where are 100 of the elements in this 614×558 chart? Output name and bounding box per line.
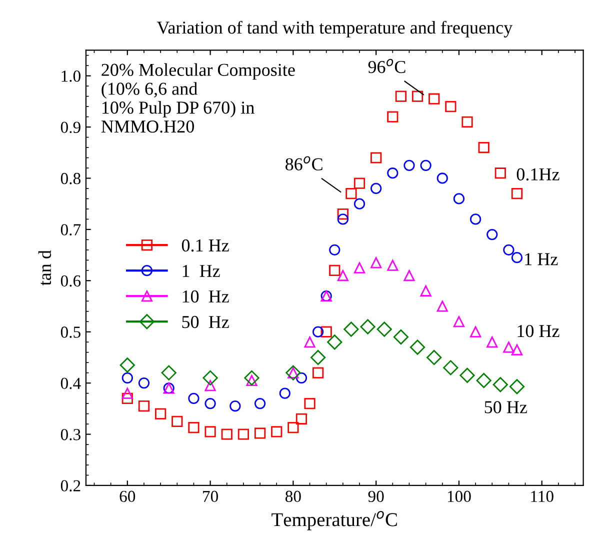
point: [503, 244, 514, 256]
point: [312, 367, 324, 378]
point: [122, 372, 133, 384]
point: [470, 326, 482, 338]
x-tick-label: 100: [448, 490, 471, 502]
point: [304, 398, 316, 410]
point: [453, 193, 465, 204]
x-tick-label: 70: [203, 490, 218, 502]
point: [354, 178, 366, 189]
point: [310, 350, 326, 366]
point: [354, 262, 366, 274]
x-tick-label: 60: [120, 490, 136, 502]
point: [254, 398, 266, 410]
point: [279, 388, 290, 399]
point: [492, 377, 508, 392]
y-tick-label: 0.8: [60, 172, 80, 184]
x-tick-label: 80: [285, 490, 301, 502]
y-tick-label: 0.3: [60, 428, 80, 440]
point: [511, 252, 523, 264]
point: [204, 380, 216, 392]
annotation: 86$^{o}$C: [286, 156, 322, 170]
annotation: 20% Molecular Composite (10% 6,6 and 10% Pulp DP 670) in NMMO.H20: [101, 63, 295, 133]
point: [470, 214, 482, 225]
point: [404, 160, 415, 171]
point: [445, 100, 456, 112]
point: [376, 322, 392, 337]
point: [188, 422, 200, 434]
point: [204, 426, 216, 438]
legend-label: 1 Hz: [182, 264, 220, 277]
point: [122, 388, 133, 399]
point: [120, 358, 135, 373]
point: [312, 326, 324, 338]
point: [230, 400, 241, 412]
point: [370, 257, 382, 268]
point: [387, 111, 398, 122]
point: [337, 270, 348, 282]
annotation: 1 Hz: [525, 253, 558, 266]
x-tick-label: 90: [368, 490, 384, 502]
point: [494, 168, 506, 179]
point: [443, 360, 458, 376]
point: [304, 336, 316, 348]
point: [476, 372, 492, 388]
point: [254, 428, 266, 439]
point: [161, 365, 176, 380]
point: [370, 182, 382, 194]
x-axis-title: Temperature/$^{o}$C: [272, 510, 397, 530]
y-tick-label: 0.4: [60, 378, 81, 390]
point: [426, 350, 442, 366]
point: [478, 142, 490, 154]
point: [387, 260, 398, 271]
point: [486, 336, 498, 348]
point: [436, 172, 448, 184]
chart-title: Variation of tand with temperature and frequency: [156, 20, 513, 38]
point: [503, 342, 514, 353]
point: [354, 198, 366, 210]
point: [393, 329, 409, 345]
point: [329, 264, 340, 276]
point: [329, 244, 340, 256]
annotation: 50 Hz: [484, 401, 527, 414]
point: [387, 168, 398, 179]
y-tick-label: 0.6: [60, 275, 81, 287]
annotation: 10 Hz: [518, 324, 560, 338]
point: [453, 316, 465, 328]
point: [337, 214, 348, 225]
annotation: 96$^{o}$C: [368, 58, 406, 74]
y-tick-label: 0.2: [60, 480, 80, 492]
point: [337, 208, 348, 220]
legend-label: 0.1 Hz: [182, 239, 229, 252]
point: [412, 90, 424, 102]
y-axis-title: tan d: [38, 250, 52, 286]
point: [404, 270, 415, 282]
point: [296, 413, 308, 424]
point: [204, 398, 216, 410]
point: [511, 344, 523, 356]
point: [138, 377, 150, 389]
point: [346, 188, 357, 200]
point: [202, 370, 218, 386]
point: [344, 322, 359, 337]
point: [420, 160, 432, 171]
y-tick-label: 0.5: [60, 326, 80, 338]
point: [462, 116, 473, 128]
point: [395, 90, 406, 102]
legend-label: 50 Hz: [182, 316, 229, 328]
x-tick-label: 110: [531, 490, 554, 502]
point: [509, 379, 525, 394]
point: [320, 326, 332, 338]
y-tick-label: 0.9: [60, 122, 80, 134]
point: [138, 400, 150, 412]
point: [360, 319, 376, 334]
legend-label: 10 Hz: [182, 290, 229, 303]
point: [420, 285, 432, 296]
annotation: 0.1Hz: [516, 168, 560, 181]
point: [511, 188, 523, 200]
point: [370, 152, 382, 164]
point: [238, 428, 250, 440]
point: [288, 422, 299, 434]
y-tick-label: 1.0: [62, 70, 80, 82]
point: [221, 428, 232, 440]
point: [436, 300, 448, 312]
point: [188, 392, 200, 404]
